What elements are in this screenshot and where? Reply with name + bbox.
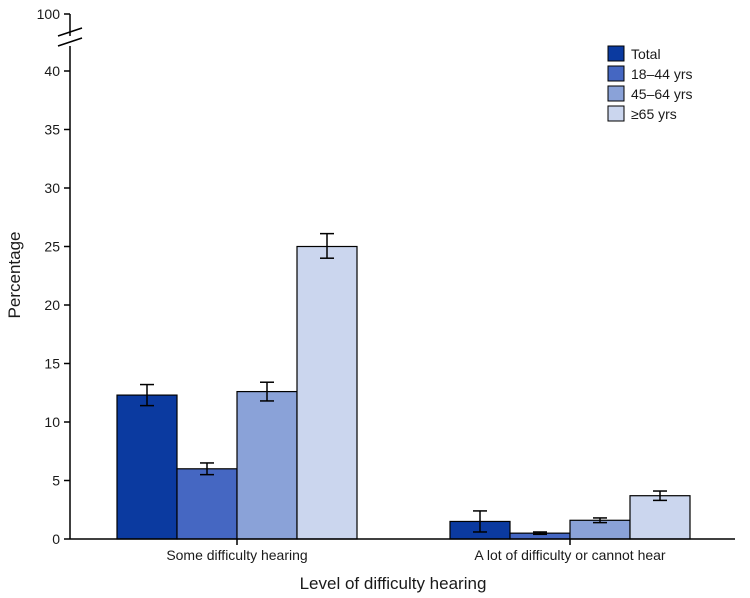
y-axis-title: Percentage <box>5 232 24 319</box>
x-axis: Some difficulty hearing A lot of difficul… <box>70 538 735 563</box>
y-tick-label: 25 <box>44 239 60 255</box>
bar <box>236 390 298 540</box>
legend-label: Total <box>631 46 661 62</box>
y-tick-label: 35 <box>44 122 60 138</box>
y-tick-label: 30 <box>44 180 60 196</box>
legend-label: ≥65 yrs <box>631 106 677 122</box>
legend: Total 18–44 yrs 45–64 yrs ≥65 yrs <box>607 45 692 122</box>
bar <box>176 468 238 540</box>
axis-break-mark <box>57 37 83 47</box>
bar <box>296 245 358 540</box>
y-tick-label: 40 <box>44 63 60 79</box>
legend-swatch <box>607 105 625 122</box>
legend-swatch <box>607 65 625 82</box>
bar <box>629 495 691 540</box>
legend-swatch <box>607 45 625 62</box>
y-tick-label: 20 <box>44 297 60 313</box>
y-tick-label: 10 <box>44 414 60 430</box>
y-tick-label: 15 <box>44 356 60 372</box>
x-tick-label: A lot of difficulty or cannot hear <box>474 547 666 563</box>
axis-break-mark <box>57 27 83 37</box>
y-tick-label: 0 <box>52 531 60 547</box>
legend-swatch <box>607 85 625 102</box>
y-tick-label: 5 <box>52 473 60 489</box>
y-tick-label: 100 <box>37 6 61 22</box>
x-tick-label: Some difficulty hearing <box>166 547 307 563</box>
bar <box>116 394 178 540</box>
legend-label: 18–44 yrs <box>631 66 692 82</box>
y-axis: 0 5 10 15 20 25 30 35 40 100 <box>37 6 83 547</box>
bars <box>116 232 691 540</box>
x-axis-title: Level of difficulty hearing <box>300 574 487 593</box>
legend-label: 45–64 yrs <box>631 86 692 102</box>
